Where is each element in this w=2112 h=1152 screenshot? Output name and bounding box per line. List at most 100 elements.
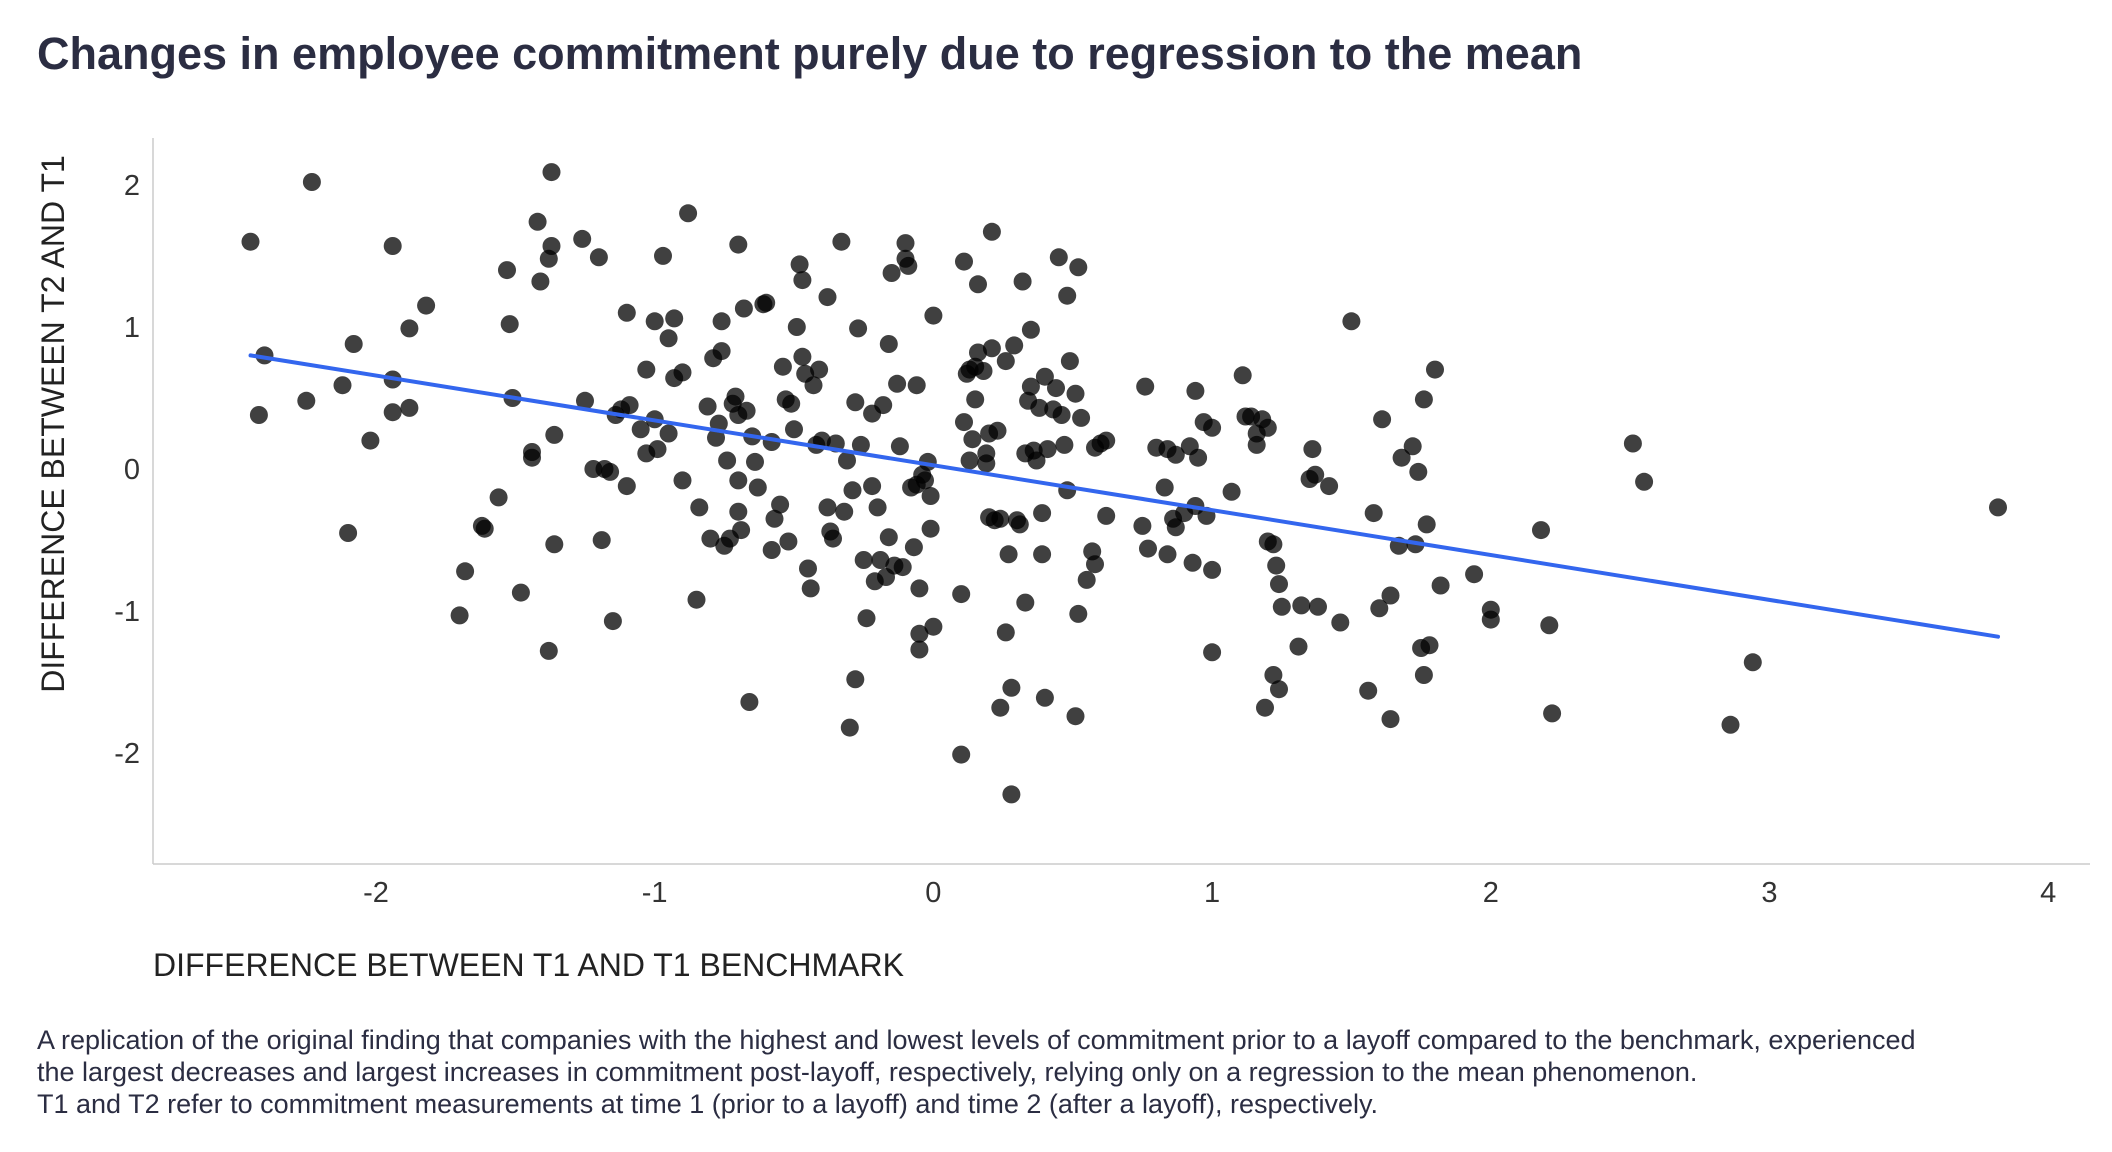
data-point <box>707 428 725 447</box>
data-point <box>1166 445 1185 464</box>
data-point <box>1426 360 1444 379</box>
data-point <box>969 275 987 294</box>
data-point <box>726 387 745 406</box>
data-point <box>999 545 1018 564</box>
data-point <box>475 519 494 538</box>
data-point <box>1309 597 1327 616</box>
caption-line: the largest decreases and largest increa… <box>37 1057 1698 1087</box>
data-point <box>838 451 856 470</box>
data-point <box>1381 710 1400 729</box>
data-point <box>1055 435 1074 454</box>
data-point <box>801 579 820 598</box>
data-point <box>1030 398 1049 417</box>
data-point <box>907 376 926 395</box>
x-axis-ticks: -2 -1 0 1 2 3 4 <box>363 877 2056 909</box>
x-tick-label: -1 <box>642 877 668 909</box>
data-point <box>868 498 887 517</box>
data-point <box>1417 515 1436 534</box>
data-point <box>1033 504 1052 523</box>
data-point <box>1021 320 1040 339</box>
data-point <box>249 406 268 424</box>
data-point <box>899 256 918 275</box>
data-point <box>888 374 907 393</box>
data-point <box>361 431 380 450</box>
data-point <box>498 261 516 280</box>
data-point <box>1272 597 1291 616</box>
x-tick-label: 1 <box>1204 877 1220 909</box>
data-point <box>851 435 870 454</box>
data-point <box>1066 384 1085 403</box>
data-point <box>1052 406 1071 424</box>
data-point <box>910 640 929 659</box>
data-point <box>1035 367 1054 386</box>
data-point <box>1264 535 1283 554</box>
data-point <box>871 551 890 569</box>
data-point <box>698 397 717 416</box>
data-point <box>863 477 882 496</box>
data-point <box>400 398 419 417</box>
data-point <box>1166 518 1185 537</box>
data-point <box>1409 462 1428 481</box>
data-point <box>1060 352 1079 371</box>
data-point <box>1072 408 1091 427</box>
y-tick-label: 1 <box>124 312 140 344</box>
data-point <box>1392 448 1411 467</box>
data-point <box>955 252 973 271</box>
data-point <box>1058 286 1077 305</box>
data-point <box>1342 312 1361 331</box>
caption-line: T1 and T2 refer to commitment measuremen… <box>37 1089 1379 1119</box>
data-point <box>1303 440 1322 459</box>
data-point <box>1258 418 1277 437</box>
data-point <box>1005 336 1024 355</box>
data-point <box>1370 599 1389 618</box>
data-point <box>654 246 672 265</box>
data-point <box>1247 435 1266 454</box>
data-point <box>1186 381 1205 400</box>
data-point <box>531 272 550 291</box>
x-tick-label: 2 <box>1483 877 1499 909</box>
data-point <box>1086 555 1104 574</box>
data-point <box>542 163 561 182</box>
data-point <box>1364 504 1383 523</box>
data-point <box>1989 498 2007 517</box>
data-point <box>592 531 611 550</box>
data-point <box>701 529 720 548</box>
data-point <box>921 487 940 505</box>
data-point <box>790 255 809 274</box>
data-point <box>690 498 709 517</box>
data-point <box>1203 418 1222 437</box>
chart-title: Changes in employee commitment purely du… <box>37 28 1583 79</box>
data-point <box>1331 613 1350 632</box>
data-point <box>740 693 759 711</box>
data-point <box>1420 636 1439 655</box>
data-point <box>916 471 934 490</box>
data-point <box>1133 516 1152 535</box>
data-point <box>576 391 594 410</box>
data-point <box>620 396 639 415</box>
x-tick-label: -2 <box>363 877 389 909</box>
data-point <box>1635 472 1654 491</box>
data-point <box>665 309 684 328</box>
data-point <box>910 624 929 643</box>
data-point <box>890 437 909 456</box>
data-point <box>1543 704 1562 723</box>
x-tick-label: 4 <box>2040 877 2056 909</box>
data-point <box>1373 410 1392 429</box>
data-point <box>882 264 901 282</box>
data-point <box>896 234 915 253</box>
data-point <box>333 376 352 395</box>
data-point <box>1069 604 1088 623</box>
data-point <box>1267 556 1286 575</box>
data-point <box>1035 688 1054 707</box>
data-point <box>1016 593 1035 612</box>
data-point <box>339 524 358 542</box>
data-point <box>977 454 996 473</box>
data-point <box>729 502 748 521</box>
data-point <box>955 413 973 432</box>
data-point <box>879 335 898 353</box>
caption-line: A replication of the original finding th… <box>37 1025 1916 1055</box>
y-tick-label: -1 <box>114 596 140 628</box>
y-axis-ticks: -2 -1 0 1 2 <box>114 170 140 770</box>
data-point <box>1183 553 1202 572</box>
data-point <box>1013 272 1032 291</box>
